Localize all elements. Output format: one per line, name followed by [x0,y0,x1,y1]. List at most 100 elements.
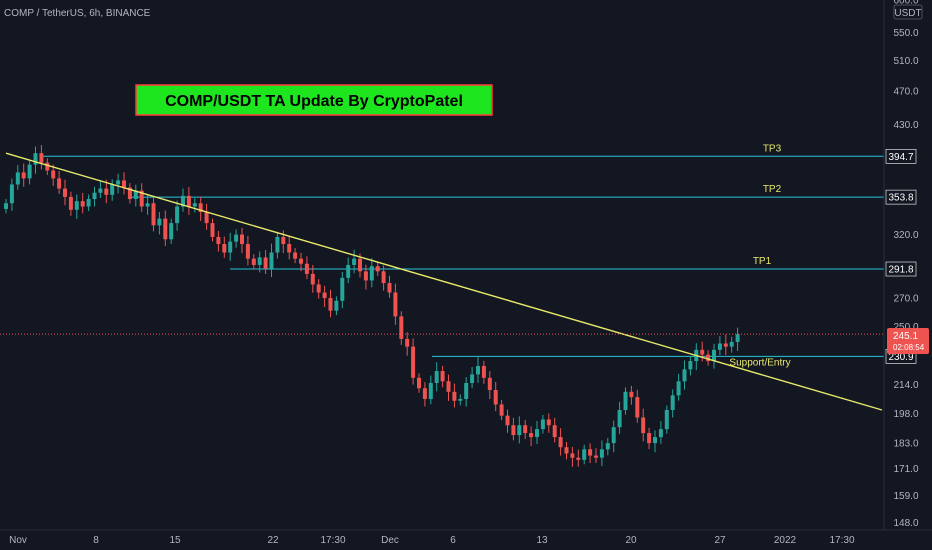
candle [499,399,504,421]
candle [570,446,575,467]
candle [287,235,292,260]
price-tick-0: 600.0 [893,0,918,7]
currency-badge[interactable]: USDT [894,8,921,19]
candle [92,186,97,207]
candle [263,250,268,275]
price-tick-6: 270.0 [893,293,918,304]
level-tag-box-0 [885,148,917,164]
candle [517,416,522,444]
candle [706,350,711,366]
candle [63,179,67,206]
level-name-2: TP1 [753,256,772,267]
candle [688,355,693,376]
price-tick-10: 183.0 [893,439,918,450]
candle [682,360,687,390]
price-tick-13: 148.0 [893,518,918,529]
time-tick-8: 20 [625,535,637,546]
candle [51,164,56,186]
candle [712,343,716,369]
candle [529,426,534,447]
candle [304,256,309,280]
price-tick-11: 171.0 [893,464,918,475]
candle [116,173,121,194]
candle [74,194,79,219]
candle [299,252,303,272]
candle [369,258,374,288]
candle [505,409,510,433]
candle [617,401,622,434]
candle [216,231,221,252]
candle [204,203,209,230]
time-axis-ticks: Nov 8 15 22 17:30 Dec 6 13 20 27 2022 17:30 [9,535,855,546]
candle [558,428,563,456]
candle [735,327,740,352]
candle [45,158,50,175]
candle [700,341,705,362]
candle [68,191,73,216]
candle [352,249,357,274]
candle [535,421,539,444]
candle [599,440,604,466]
candle [186,187,191,215]
candle [399,311,404,345]
candle [33,146,38,174]
candle [328,289,333,318]
candle [192,198,197,213]
banner-text: COMP/USDT TA Update By CryptoPatel [165,93,463,110]
candle [670,389,675,418]
level-name-0: TP3 [763,143,782,154]
candle [210,218,215,242]
candle [446,374,451,401]
banner-box [135,84,493,116]
candle [122,172,126,195]
time-tick-2: 15 [169,535,181,546]
price-tick-3: 470.0 [893,87,918,98]
candle [269,243,274,278]
candle [15,165,20,190]
candle [605,437,610,456]
candle [316,279,321,299]
candle [458,394,463,406]
level-tag-3: 230.9 [888,352,913,363]
candle [139,183,144,212]
candle [487,371,492,400]
chart-title: COMP / TetherUS, 6h, BINANCE [4,8,151,19]
candle [375,261,380,276]
currency-badge-box[interactable] [893,4,923,20]
bar-countdown: 02:08:54 [893,343,925,352]
time-tick-4: 17:30 [320,535,345,546]
candle [729,336,734,353]
candle [340,271,345,309]
candle [540,414,545,434]
candle [470,367,475,389]
candle [658,421,663,444]
level-tag-box-2 [885,261,917,277]
candle [240,227,244,254]
candle [594,448,598,463]
level-names: TP3 TP2 TP1 Support/Entry [729,143,790,368]
current-price-value: 245.1 [893,331,918,342]
candle [175,200,180,231]
candle [664,405,669,434]
time-tick-9: 27 [714,535,726,546]
candle [564,442,569,460]
candle [275,231,280,259]
candle [476,357,480,383]
time-tick-3: 22 [267,535,279,546]
candle [641,408,646,442]
candle [635,389,640,423]
level-lines [42,155,884,357]
candle [653,430,657,453]
level-name-1: TP2 [763,184,782,195]
candle [322,285,327,308]
candle [198,196,203,222]
candle [251,254,256,270]
time-tick-7: 13 [536,535,548,546]
candle [21,163,26,187]
price-tick-8: 214.0 [893,380,918,391]
candle [181,188,185,212]
candles [4,145,740,467]
time-tick-5: Dec [381,535,399,546]
candle [546,413,551,433]
